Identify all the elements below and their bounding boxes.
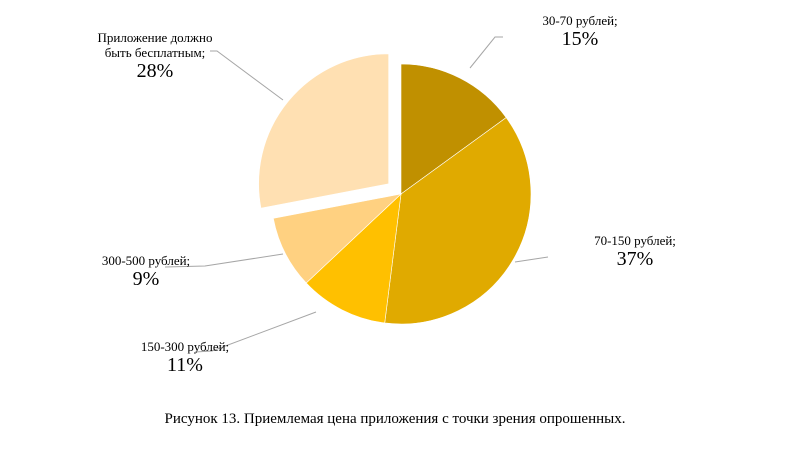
- leader-line-150-300: [194, 311, 317, 353]
- slice-label-line1: Приложение должно: [97, 30, 213, 45]
- leader-line-free: [210, 50, 284, 101]
- pie-slice: [258, 53, 389, 209]
- pie-slice: [305, 193, 402, 324]
- leader-line-70-150: [514, 256, 549, 263]
- data-label-70-150: 70-150 рублей; 37%: [565, 233, 705, 270]
- slice-percent: 37%: [616, 247, 654, 270]
- slice-label: 70-150 рублей;: [594, 233, 676, 248]
- pie-slices: [258, 53, 532, 325]
- data-label-150-300: 150-300 рублей; 11%: [115, 339, 255, 376]
- slice-percent: 15%: [561, 27, 599, 50]
- data-label-300-500: 300-500 рублей; 9%: [76, 253, 216, 290]
- leader-line-300-500: [164, 253, 284, 268]
- figure-caption: Рисунок 13. Приемлемая цена приложения с…: [164, 411, 626, 427]
- pie-slice: [400, 63, 507, 195]
- pie-slice: [272, 193, 402, 284]
- leader-lines: [164, 36, 549, 353]
- slice-percent: 9%: [132, 267, 160, 290]
- data-label-free: Приложение должно быть бесплатным; 28%: [80, 30, 230, 82]
- slice-label: 300-500 рублей;: [101, 253, 191, 268]
- slice-label: 150-300 рублей;: [140, 339, 230, 354]
- slice-percent: 28%: [136, 59, 174, 82]
- slice-label: 30-70 рублей;: [542, 13, 618, 28]
- slice-label-line2: быть бесплатным;: [104, 44, 206, 60]
- data-label-30-70: 30-70 рублей; 15%: [515, 13, 645, 50]
- slice-percent: 11%: [167, 353, 203, 376]
- leader-line-30-70: [469, 36, 503, 69]
- pie-slice: [384, 117, 532, 325]
